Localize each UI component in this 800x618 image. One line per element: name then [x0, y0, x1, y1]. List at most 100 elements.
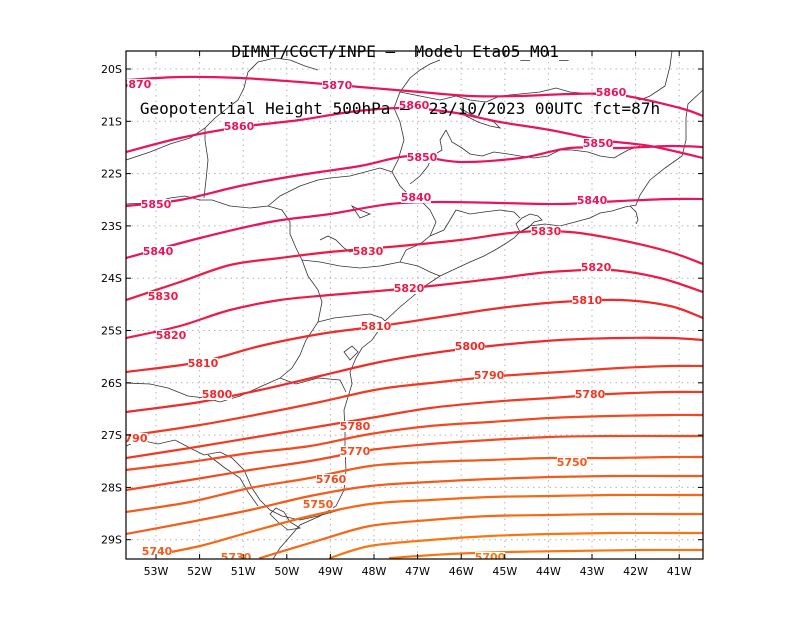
lat-tick-label: 26S [101, 377, 122, 390]
plot-frame [125, 50, 704, 560]
contour-5840 [126, 197, 703, 260]
lon-tick-label: 52W [187, 565, 212, 578]
contour-label: 5870 [121, 78, 152, 91]
lat-tick-label: 20S [101, 63, 122, 76]
contour-label-bg [531, 226, 561, 237]
contour-label-bg [202, 389, 232, 400]
contour-5750 [126, 455, 703, 514]
contour-label: 5850 [141, 198, 172, 211]
map-title: DIMNT/CGCT/INPE – Model Eta05_M01_ Geopo… [0, 4, 800, 137]
lon-tick-label: 49W [318, 565, 343, 578]
contour-label-bg [141, 199, 171, 210]
contour-5760 [126, 434, 703, 492]
contour-label: 5860 [224, 120, 255, 133]
contour-label: 5760 [316, 473, 347, 486]
lon-tick-label: 47W [405, 565, 430, 578]
contour-label: 5810 [572, 294, 603, 307]
contour-label-bg [340, 421, 370, 432]
contour-5830 [126, 229, 703, 302]
contour-label: 5800 [455, 340, 486, 353]
contour-label: 790 [125, 432, 148, 445]
contour-5740 [126, 474, 703, 536]
contour-labels: 5870 5870 5860 5860 5860 5850 5850 5850 5840 5840… [121, 78, 627, 564]
lon-tick-label: 41W [667, 565, 692, 578]
lon-tick-label: 43W [580, 565, 605, 578]
contour-label-bg [142, 546, 172, 557]
contour-label-bg [581, 262, 611, 273]
contour-5780 [126, 390, 703, 460]
lon-tick-label: 50W [274, 565, 299, 578]
contour-label: 5810 [188, 357, 219, 370]
contour-5790 [126, 364, 703, 438]
lon-tick-label: 48W [362, 565, 387, 578]
contour-label: 5830 [531, 225, 562, 238]
contour-label-bg [474, 370, 504, 381]
lat-tick-label: 24S [101, 272, 122, 285]
lon-tick-label: 45W [492, 565, 517, 578]
contour-label-bg [577, 195, 607, 206]
contour-label-bg [221, 552, 251, 559]
contour-label-bg [303, 499, 333, 510]
contour-label: 5750 [303, 498, 334, 511]
contour-label-bg [475, 552, 505, 559]
contour-label-bg [399, 100, 429, 111]
lon-tick-label: 42W [623, 565, 648, 578]
contour-label: 5740 [142, 545, 173, 558]
contour-label: 5820 [156, 329, 187, 342]
contour-label: 5800 [202, 388, 233, 401]
contour-label: 5840 [401, 191, 432, 204]
lat-tick-label: 25S [101, 325, 122, 338]
title-line-1: DIMNT/CGCT/INPE – Model Eta05_M01_ [231, 42, 569, 61]
contour-5800 [126, 336, 703, 414]
contour-label-bg [596, 87, 626, 98]
axis-ticks: 53W 52W 51W 50W 49W 48W 47W 46W 45W 44W 43W 42W 41W 2… [101, 51, 703, 578]
lon-tick-label: 53W [144, 565, 169, 578]
contour-label: 5790 [474, 369, 505, 382]
contour-label: 5860 [596, 86, 627, 99]
contour-label: 5780 [340, 420, 371, 433]
contour-label: 5870 [322, 79, 353, 92]
contour-label-bg [407, 152, 437, 163]
lat-tick-label: 21S [101, 115, 122, 128]
contour-label-bg [316, 474, 346, 485]
lat-tick-label: 23S [101, 220, 122, 233]
contour-label-bg [455, 341, 485, 352]
contour-label-bg [353, 246, 383, 257]
contour-label: 5780 [575, 388, 606, 401]
lat-tick-label: 28S [101, 481, 122, 494]
contour-label-bg [575, 389, 605, 400]
contour-label-bg [322, 80, 352, 91]
lon-tick-label: 51W [231, 565, 256, 578]
contour-label-bg [572, 295, 602, 306]
contour-5710 [328, 531, 703, 559]
contour-label-bg [126, 433, 148, 444]
contour-label: 5830 [148, 290, 179, 303]
contour-5720 [258, 512, 703, 559]
contour-label: 5850 [407, 151, 438, 164]
lon-tick-label: 46W [449, 565, 474, 578]
contour-label-bg [156, 330, 186, 341]
lat-tick-label: 27S [101, 429, 122, 442]
title-line-2: Geopotential Height 500hPa – 23/10/2023 … [139, 99, 661, 118]
lat-tick-label: 22S [101, 168, 122, 181]
contour-label-bg [583, 138, 613, 149]
contour-label-bg [361, 321, 391, 332]
lat-tick-label: 29S [101, 534, 122, 547]
lon-tick-label: 44W [536, 565, 561, 578]
contour-label-bg [224, 121, 254, 132]
contour-label: 5770 [340, 445, 371, 458]
contour-label: 5830 [353, 245, 384, 258]
contour-label: 5820 [581, 261, 612, 274]
contour-label: 5860 [399, 99, 430, 112]
contour-label: 5810 [361, 320, 392, 333]
contour-label-bg [188, 358, 218, 369]
contour-label: 5820 [394, 282, 425, 295]
contour-label: 5840 [577, 194, 608, 207]
coastline-and-borders [126, 51, 703, 559]
contour-label: 5730 [221, 551, 252, 564]
contour-5700 [388, 548, 703, 559]
contour-5810 [126, 298, 703, 374]
contour-label: 5750 [557, 456, 588, 469]
contour-label: 5850 [583, 137, 614, 150]
